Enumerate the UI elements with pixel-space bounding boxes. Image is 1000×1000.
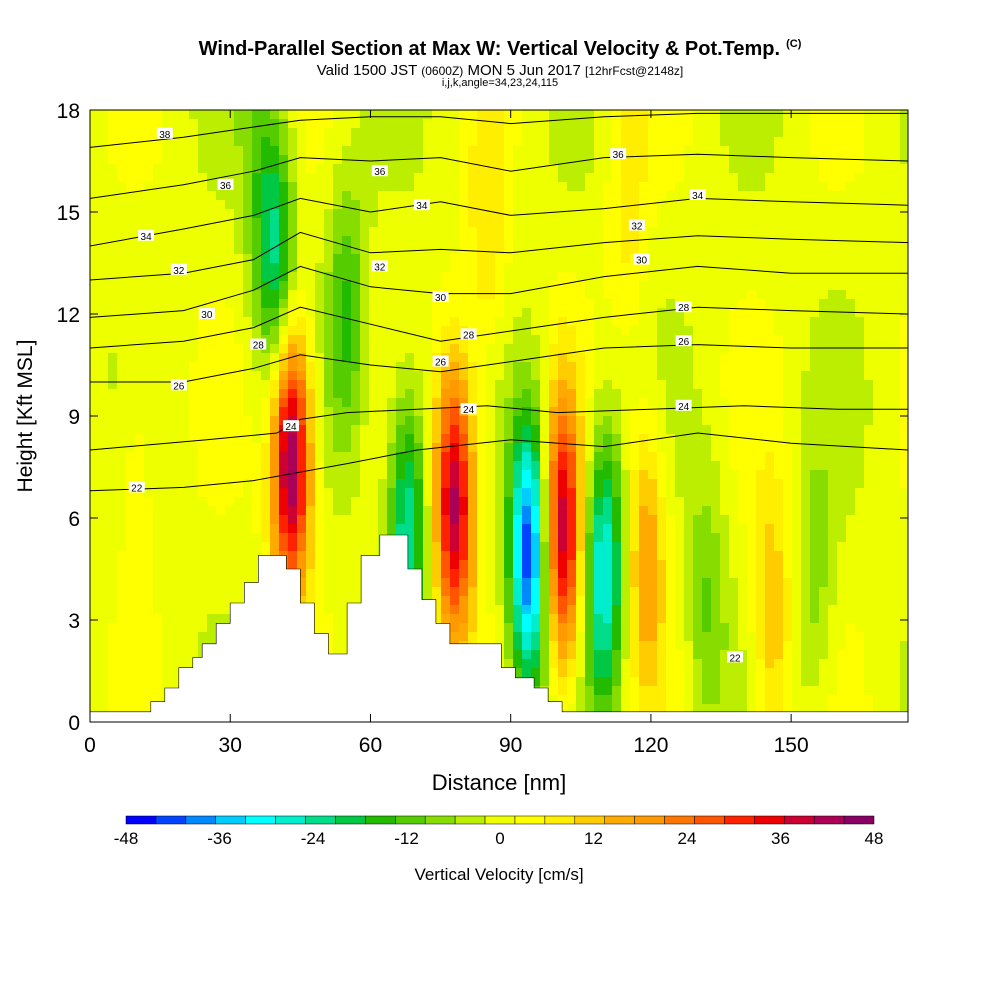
colorbar-tick-label: -12 [394,829,419,848]
colorbar-swatch [484,815,516,825]
colorbar: -48 -36 -24 -12 0 12 24 36 48 [114,815,884,848]
contour-label: 24 [675,399,692,413]
colorbar-swatch [574,815,605,825]
contour-label: 22 [128,481,145,494]
y-tick-label: 0 [68,712,80,735]
colorbar-swatch [424,815,456,825]
terrain-profile [90,534,908,722]
colorbar-swatch [724,815,755,825]
chart-title: Wind-Parallel Section at Max W: Vertical… [0,38,1000,61]
colorbar-swatch [185,815,217,825]
contour-label: 28 [460,328,477,341]
contour-label: 30 [198,308,215,321]
contour-label: 38 [156,127,173,141]
colorbar-swatch [454,815,486,825]
colorbar-swatch [843,815,875,825]
valid-time-line: Valid 1500 JST (0600Z) MON 5 Jun 2017 [1… [0,62,1000,79]
contour-label: 36 [610,148,627,161]
colorbar-swatch [155,815,187,825]
isentrope-22 [90,432,908,492]
y-tick-label: 15 [57,202,80,225]
contour-label: 26 [432,355,449,369]
colorbar-swatch [395,815,426,825]
contour-label: 36 [217,178,234,192]
colorbar-tick-label: 36 [771,829,790,848]
isentrope-26 [90,344,908,383]
forecast-info: [12hrFcst@2148z] [585,64,684,78]
colorbar-tick-label: -48 [114,829,139,848]
colorbar-swatch [215,815,246,825]
colorbar-swatch [813,815,845,825]
contour-labels: 38 36 34 32 30 28 26 24 22 36 34 32 30 28 26 24 36 34 32 30… [128,127,744,664]
grid-indices: i,j,k,angle=34,23,24,115 [441,77,559,89]
x-tick-label: 90 [499,734,522,757]
colorbar-swatch [365,815,396,825]
y-tick-label: 3 [68,610,80,633]
valid-utc: (0600Z) [421,64,464,78]
contour-label: 24 [282,420,299,433]
contour-label: 28 [250,338,267,352]
isentrope-38 [90,112,908,148]
contour-label: 30 [432,291,449,304]
contour-label: 36 [371,165,388,178]
colorbar-swatch [664,815,695,825]
contour-label: 32 [371,260,388,273]
copyright-mark: (C) [786,38,802,51]
contour-label: 24 [460,403,477,416]
isentrope-24 [90,405,908,451]
contour-label: 34 [413,199,430,212]
isentrope-34 [90,197,908,247]
y-tick-label: 18 [57,100,80,123]
colorbar-label: Vertical Velocity [cm/s] [414,865,583,884]
colorbar-tick-label: 48 [865,829,884,848]
colorbar-swatch [783,815,815,825]
isentrope-28 [90,306,908,349]
contour-label: 34 [689,189,706,202]
colorbar-tick-label: 24 [678,829,697,848]
colorbar-swatch [514,815,546,825]
contour-label: 22 [727,651,744,664]
contour-label: 32 [628,219,645,233]
x-axis-label: Distance [nm] [432,770,567,795]
contour-label: 26 [170,379,187,392]
x-tick-label: 120 [633,734,668,757]
x-tick-label: 60 [359,734,382,757]
colorbar-tick-label: 12 [584,829,603,848]
isentrope-32 [90,231,908,281]
colorbar-swatch [125,815,157,825]
contour-label: 34 [138,229,155,243]
colorbar-tick-label: 0 [495,829,504,848]
colorbar-swatch [305,815,336,825]
x-tick-label: 0 [84,734,96,757]
valid-date: MON 5 Jun 2017 [467,62,581,79]
colorbar-swatch [544,815,576,825]
y-tick-label: 9 [68,406,80,429]
contour-label: 26 [675,335,692,348]
colorbar-swatch [335,815,366,825]
colorbar-tick-label: -36 [207,829,232,848]
y-tick-label: 6 [68,508,80,531]
contour-label: 28 [675,301,692,314]
colorbar-swatch [275,815,306,825]
colorbar-swatch [604,815,635,825]
isentrope-36 [90,153,908,199]
contour-label: 30 [633,253,650,267]
valid-time: Valid 1500 JST [316,62,418,79]
colorbar-tick-label: -24 [301,829,326,848]
colorbar-swatch [694,815,725,825]
colorbar-swatch [245,815,276,825]
x-tick-label: 30 [219,734,242,757]
colorbar-swatch [634,815,665,825]
potential-temperature-contours [90,112,908,492]
contour-label: 32 [170,263,187,277]
colorbar-swatch [754,815,785,825]
y-axis-label: Height [Kft MSL] [14,340,37,493]
x-tick-label: 150 [774,734,809,757]
terrain-mask [90,534,908,722]
chart-title-text: Wind-Parallel Section at Max W: Vertical… [198,38,781,60]
y-tick-label: 12 [57,304,80,327]
